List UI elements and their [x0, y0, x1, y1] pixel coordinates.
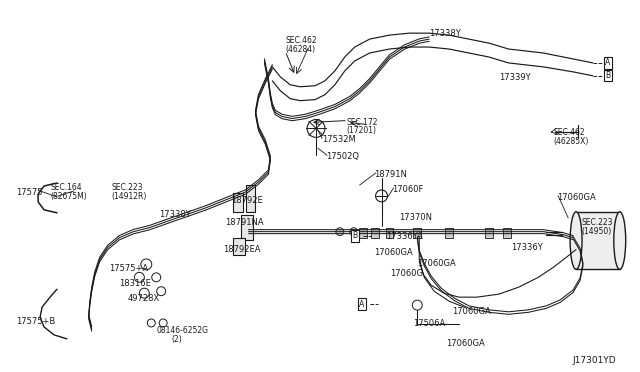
Circle shape [336, 228, 344, 235]
Text: 17506A: 17506A [413, 319, 445, 328]
Bar [576, 212, 620, 269]
Text: 17060GA: 17060GA [452, 307, 491, 316]
Text: 18791NA: 18791NA [225, 218, 263, 227]
Bar [233, 238, 244, 256]
Text: 18791N: 18791N [374, 170, 408, 179]
Bar [246, 185, 255, 212]
Text: SEC.223: SEC.223 [581, 218, 612, 227]
Text: SEC.164: SEC.164 [50, 183, 82, 192]
Text: 17339Y: 17339Y [499, 73, 531, 82]
Text: SEC.462: SEC.462 [553, 128, 585, 137]
Circle shape [350, 228, 358, 235]
Text: 49728X: 49728X [127, 294, 160, 303]
Text: 17532M: 17532M [322, 135, 356, 144]
Ellipse shape [614, 212, 626, 269]
Text: (2): (2) [171, 335, 182, 344]
Text: B: B [352, 231, 357, 240]
Text: (82675M): (82675M) [50, 192, 87, 201]
Text: 17060GA: 17060GA [446, 339, 485, 348]
Text: 17060F: 17060F [392, 185, 424, 194]
Text: 17060G: 17060G [390, 269, 424, 278]
Text: 17502Q: 17502Q [326, 152, 359, 161]
Ellipse shape [570, 212, 582, 269]
Text: SEC.223: SEC.223 [111, 183, 143, 192]
Text: 17575: 17575 [16, 188, 43, 197]
Text: (46284): (46284) [285, 45, 316, 54]
Text: SEC.462: SEC.462 [285, 36, 317, 45]
Text: B: B [605, 71, 611, 80]
Bar [502, 228, 511, 238]
Text: 17575+A: 17575+A [109, 264, 148, 273]
Bar [445, 228, 453, 238]
Text: 17338Y: 17338Y [159, 210, 191, 219]
Text: SEC.172: SEC.172 [347, 118, 378, 126]
Bar [241, 215, 253, 240]
Text: 08146-6252G: 08146-6252G [156, 326, 208, 335]
Text: 18792EA: 18792EA [223, 244, 260, 254]
Bar [385, 228, 394, 238]
Text: 17060GA: 17060GA [557, 193, 596, 202]
Text: 17338Y: 17338Y [429, 29, 461, 38]
Bar [233, 193, 243, 212]
Bar [413, 228, 421, 238]
Text: A: A [359, 299, 364, 309]
Text: (14912R): (14912R) [111, 192, 147, 201]
Bar [371, 228, 378, 238]
Text: (17201): (17201) [347, 126, 377, 135]
Text: 17060GA: 17060GA [374, 247, 413, 257]
Text: 17575+B: 17575+B [16, 317, 56, 326]
Text: (14950): (14950) [581, 227, 611, 236]
Bar [358, 228, 367, 238]
Text: 18316E: 18316E [120, 279, 152, 288]
Text: (46285X): (46285X) [553, 137, 589, 146]
Text: 17060GA: 17060GA [417, 259, 456, 269]
Text: 17370N: 17370N [399, 213, 433, 222]
Bar [484, 228, 493, 238]
Text: 17336Y: 17336Y [511, 243, 543, 251]
Text: 18792E: 18792E [230, 196, 262, 205]
Text: J17301YD: J17301YD [572, 356, 616, 365]
Text: 17336YA: 17336YA [387, 232, 424, 241]
Text: A: A [605, 58, 611, 67]
